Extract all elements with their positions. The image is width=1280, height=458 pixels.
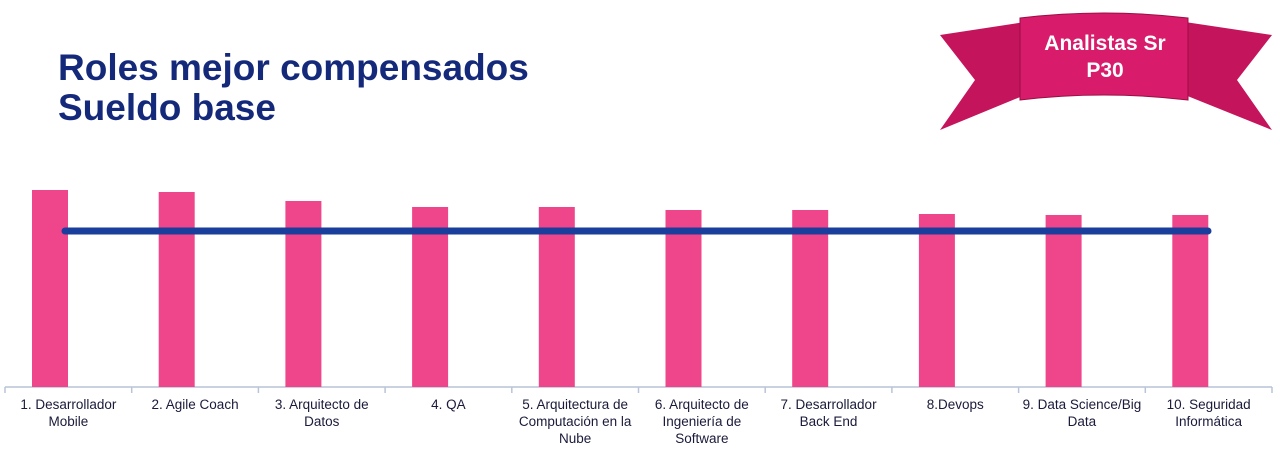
ribbon-tail — [1185, 22, 1272, 130]
bar — [412, 207, 449, 387]
badge-line: P30 — [1086, 59, 1124, 82]
x-tick-label: 2. Agile Coach — [151, 397, 239, 412]
bar — [665, 210, 702, 387]
title-line: Sueldo base — [58, 87, 276, 128]
ribbon — [1019, 12, 1189, 101]
bar — [1045, 215, 1082, 387]
bar — [538, 207, 575, 387]
x-tick-label: 10. Seguridad Informática — [1166, 397, 1251, 429]
x-tick-label: 6. Arquitecto de Ingeniería de Software — [654, 397, 749, 446]
badge: Analistas Sr P30 — [1022, 30, 1188, 84]
title: Roles mejor compensados Sueldo base — [58, 48, 529, 128]
bar — [918, 214, 955, 387]
x-tick-label: 4. QA — [431, 397, 466, 412]
x-tick-label: 9. Data Science/Big Data — [1022, 397, 1142, 429]
title-line: Roles mejor compensados — [58, 47, 529, 88]
bar — [1172, 215, 1209, 387]
x-tick-label: 7. Desarrollador Back End — [780, 397, 877, 429]
x-tick-label: 1. Desarrollador Mobile — [20, 397, 117, 429]
bar — [158, 192, 195, 387]
x-tick-label: 5. Arquitectura de Computación en la Nub… — [518, 397, 632, 446]
bar — [32, 190, 68, 387]
ribbon-tail — [940, 22, 1025, 130]
bar — [792, 210, 829, 387]
x-tick-label: 3. Arquitecto de Datos — [274, 397, 369, 429]
x-tick-label: 8.Devops — [926, 397, 984, 412]
badge-line: Analistas Sr — [1044, 32, 1166, 55]
